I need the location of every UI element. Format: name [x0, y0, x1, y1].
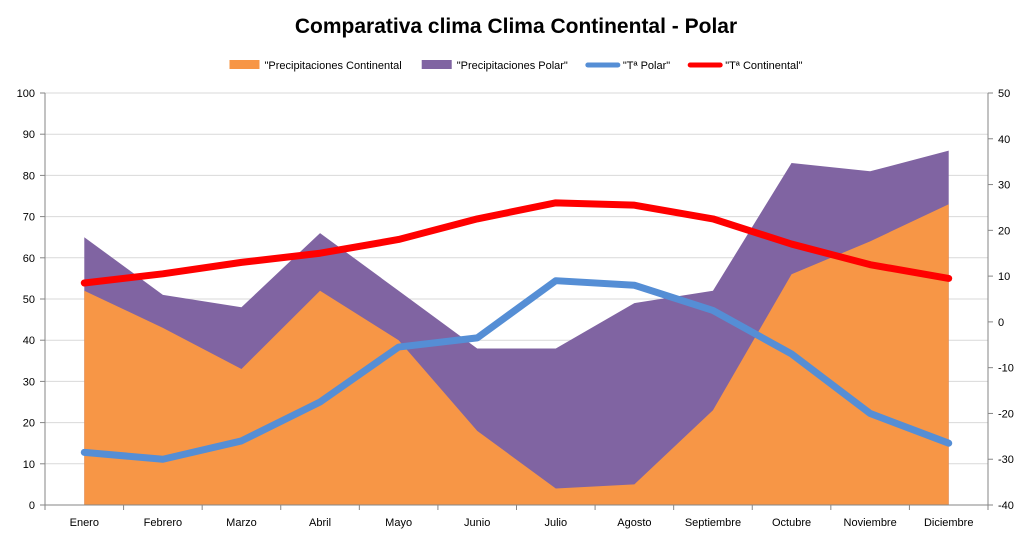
x-tick-label: Julio [544, 517, 567, 529]
legend-label: "Precipitaciones Polar" [457, 60, 568, 72]
right-tick-label: 0 [998, 317, 1004, 329]
line-series-path [80, 277, 953, 463]
x-tick-label: Noviembre [844, 517, 897, 529]
left-tick-label: 90 [23, 129, 35, 141]
left-tick-label: 70 [23, 212, 35, 224]
x-tick-label: Diciembre [924, 517, 974, 529]
left-tick-label: 10 [23, 459, 35, 471]
x-tick-label: Abril [309, 517, 331, 529]
right-tick-label: 50 [998, 88, 1010, 100]
line-series [80, 199, 953, 463]
left-tick-label: 40 [23, 335, 35, 347]
legend-label: "Precipitaciones Continental [264, 60, 401, 72]
x-tick-label: Enero [70, 517, 99, 529]
legend-label: "Tª Polar" [623, 60, 670, 72]
x-tick-label: Junio [464, 517, 490, 529]
legend-label: "Tª Continental" [725, 60, 802, 72]
right-tick-label: -20 [998, 408, 1014, 420]
left-tick-label: 30 [23, 376, 35, 388]
area-series [84, 150, 949, 506]
x-tick-label: Septiembre [685, 517, 741, 529]
x-tick-label: Marzo [226, 517, 257, 529]
legend-swatch [229, 60, 260, 69]
right-tick-label: 20 [998, 225, 1010, 237]
right-tick-label: -10 [998, 363, 1014, 375]
chart-title: Comparativa clima Clima Continental - Po… [295, 15, 737, 38]
right-tick-label: 10 [998, 271, 1010, 283]
right-tick-label: 30 [998, 180, 1010, 192]
left-tick-label: 0 [29, 500, 35, 512]
right-tick-label: -40 [998, 500, 1014, 512]
legend-swatch [421, 60, 452, 69]
right-tick-label: -30 [998, 454, 1014, 466]
x-tick-label: Agosto [617, 517, 651, 529]
left-tick-label: 100 [17, 88, 35, 100]
left-tick-label: 20 [23, 418, 35, 430]
x-tick-label: Febrero [144, 517, 183, 529]
right-tick-label: 40 [998, 134, 1010, 146]
x-tick-label: Octubre [772, 517, 811, 529]
x-tick-label: Mayo [385, 517, 412, 529]
left-tick-label: 60 [23, 253, 35, 265]
line-series-path [80, 199, 953, 287]
left-tick-label: 50 [23, 294, 35, 306]
area-series-fill [84, 204, 949, 506]
legend: "Precipitaciones Continental "Precipitaci… [229, 60, 803, 72]
axes [40, 92, 993, 510]
left-tick-label: 80 [23, 170, 35, 182]
tick-labels: 0 10 20 30 40 50 60 70 80 90 100 -40 -30 -20 -10 0 10 20 3… [17, 88, 1014, 529]
